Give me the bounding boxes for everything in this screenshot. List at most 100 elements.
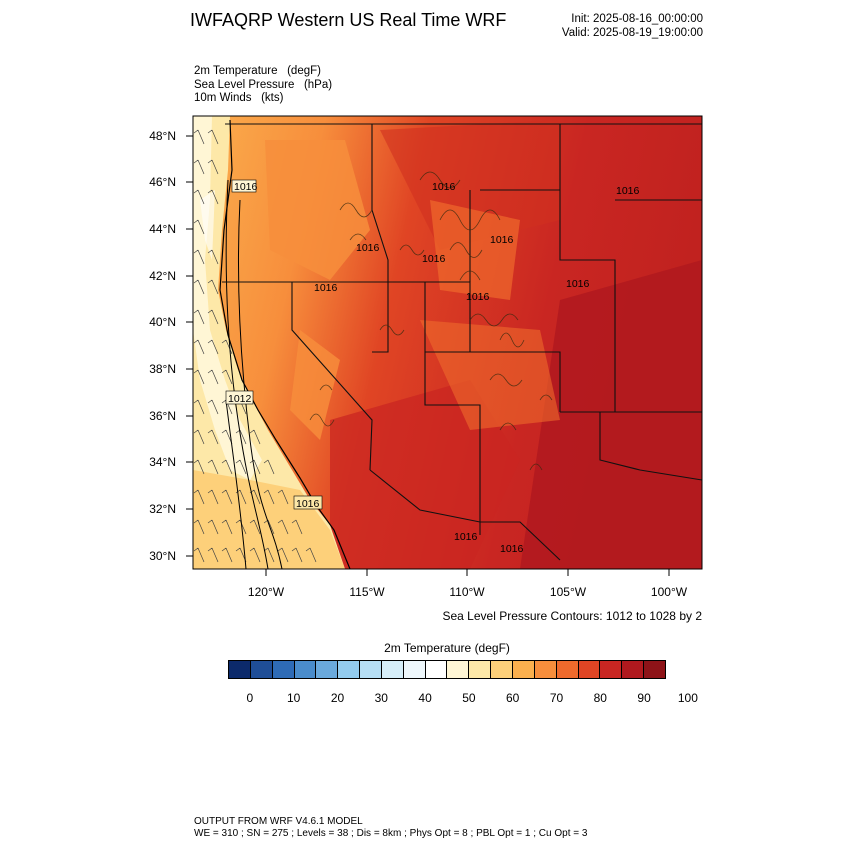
legend-swatch: [338, 661, 361, 678]
map-title: IWFAQRP Western US Real Time WRF: [190, 10, 507, 30]
boundary-ut-az-nm: [424, 282, 481, 535]
legend-swatch: [425, 661, 448, 678]
contour-label: 1016: [454, 531, 478, 543]
lat-label: 48°N: [149, 129, 176, 143]
wind-barbs: [193, 129, 317, 563]
lat-label: 34°N: [149, 455, 176, 469]
contour-label: 1016: [356, 242, 380, 254]
state-boundaries: [222, 123, 702, 561]
boundary-texas: [599, 412, 702, 481]
contour-label-box: [231, 179, 257, 193]
legend-swatch: [469, 661, 492, 678]
ocean-warm-south: [193, 470, 345, 569]
latitude-ticks: [186, 135, 193, 557]
map-field: [193, 116, 702, 569]
longitude-axis: 120°W 115°W 110°W 105°W 100°W: [248, 585, 688, 599]
color-legend: [228, 660, 666, 679]
lat-label: 46°N: [149, 175, 176, 189]
init-time: Init: 2025-08-16_00:00:00: [571, 13, 703, 25]
cool-region-colorado: [420, 320, 560, 430]
isobar-1: [225, 179, 269, 569]
contour-label: 1016: [566, 278, 590, 290]
slp-contour-note: Sea Level Pressure Contours: 1012 to 102…: [442, 609, 703, 623]
longitude-ticks: [265, 569, 670, 576]
legend-swatch: [294, 661, 317, 678]
lat-label: 44°N: [149, 222, 176, 236]
legend-tick-label: 50: [462, 691, 476, 705]
legend-swatch: [644, 661, 665, 678]
ocean-cold-pocket: [200, 190, 215, 260]
contour-label: 1016: [432, 181, 456, 193]
isobar-2: [237, 199, 283, 569]
contour-label: 1016: [616, 185, 640, 197]
boundary-ca-nv: [291, 282, 373, 471]
contour-label: 1016: [314, 282, 338, 294]
legend-swatch: [381, 661, 404, 678]
pressure-contours: [225, 179, 283, 569]
lat-label: 30°N: [149, 549, 176, 563]
field-temperature: 2m Temperature (degF): [194, 65, 321, 77]
legend-tick-label: 30: [374, 691, 388, 705]
cool-region-cascades: [265, 140, 370, 280]
lat-label: 40°N: [149, 315, 176, 329]
cool-region-sierra: [290, 330, 340, 440]
legend-tick-label: 0: [246, 691, 254, 705]
legend-swatch: [556, 661, 579, 678]
legend-swatch: [316, 661, 339, 678]
legend-tick-label: 10: [287, 691, 301, 705]
boundary-id-west: [371, 124, 389, 282]
run-times: Init: 2025-08-16_00:00:00 Valid: 2025-08…: [520, 13, 703, 40]
contour-label-box: [225, 390, 254, 405]
terrain-contours: [309, 171, 553, 471]
lon-label: 120°W: [248, 585, 285, 599]
field-list: 2m Temperature (degF) Sea Level Pressure…: [194, 65, 332, 106]
model-version: OUTPUT FROM WRF V4.6.1 MODEL: [194, 816, 363, 827]
hot-region-plains: [520, 260, 702, 569]
lon-label: 115°W: [349, 585, 385, 599]
legend-swatch: [360, 661, 382, 678]
legend-swatch: [578, 661, 601, 678]
lon-label: 100°W: [651, 585, 688, 599]
legend-swatch: [600, 661, 623, 678]
field-pressure: Sea Level Pressure (hPa): [194, 78, 333, 91]
map-frame: [192, 115, 703, 570]
boundary-mexico: [369, 469, 561, 561]
contour-labels: 1016 1016 1016 1016 1016 1016 1016 1016 …: [225, 179, 640, 555]
model-info: OUTPUT FROM WRF V4.6.1 MODEL WE = 310 ; …: [194, 816, 587, 840]
legend-tick-label: 100: [677, 691, 698, 705]
legend-tick-label: 60: [506, 691, 520, 705]
field-winds: 10m Winds (kts): [194, 92, 284, 104]
latitude-axis: 48°N 46°N 44°N 42°N 40°N 38°N 36°N 34°N …: [149, 129, 176, 563]
legend-swatch: [491, 661, 513, 678]
contour-label: 1016: [296, 498, 320, 510]
legend-swatch: [272, 661, 295, 678]
contour-label-box: [293, 495, 323, 510]
legend-swatch: [403, 661, 426, 678]
contour-label: 1016: [422, 253, 446, 265]
cool-region-rockies: [430, 200, 520, 300]
contour-label: 1016: [490, 234, 514, 246]
legend-tick-label: 90: [637, 691, 651, 705]
lat-label: 38°N: [149, 362, 176, 376]
legend-title: 2m Temperature (degF): [384, 641, 510, 655]
lat-label: 36°N: [149, 409, 176, 423]
legend-swatch: [512, 661, 535, 678]
valid-time: Valid: 2025-08-19_19:00:00: [561, 26, 703, 39]
contour-label: 1012: [228, 393, 252, 405]
legend-swatch: [229, 661, 251, 678]
lon-label: 110°W: [449, 585, 485, 599]
lon-label: 105°W: [550, 585, 587, 599]
contour-label: 1016: [500, 543, 524, 555]
model-config: WE = 310 ; SN = 275 ; Levels = 38 ; Dis …: [194, 828, 588, 839]
lat-label: 42°N: [149, 269, 176, 283]
legend-tick-label: 80: [593, 691, 607, 705]
contour-label: 1016: [466, 291, 490, 303]
contour-label: 1016: [234, 181, 258, 193]
legend-tick-label: 40: [418, 691, 432, 705]
legend-tick-label: 20: [330, 691, 345, 705]
legend-swatch: [534, 661, 557, 678]
isobar-3: [225, 399, 247, 569]
lat-label: 32°N: [149, 502, 176, 516]
legend-swatch: [447, 661, 470, 678]
